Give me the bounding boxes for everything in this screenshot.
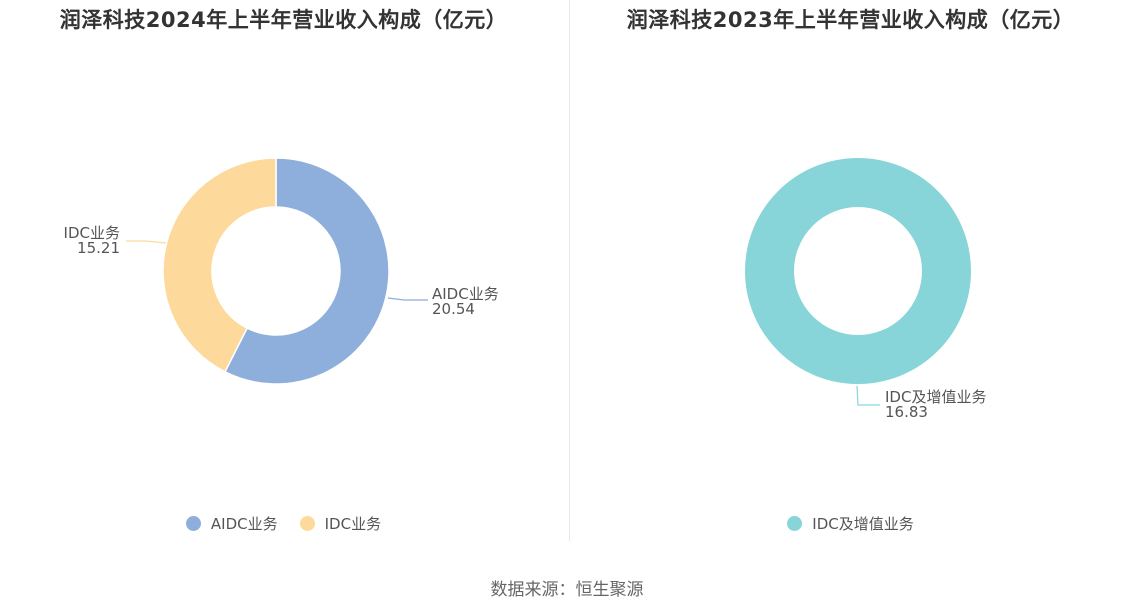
- legend-dot-icon: [787, 516, 803, 531]
- slice-value-label: 15.21: [77, 239, 120, 257]
- source-label: 数据来源：: [490, 580, 576, 600]
- pie-slice-1[interactable]: [745, 158, 971, 384]
- legend-dot-icon: [299, 516, 315, 531]
- legend-label: IDC业务: [324, 515, 382, 533]
- slice-value-label: 20.54: [432, 300, 475, 318]
- label-leader-line: [126, 240, 167, 244]
- legend-label: IDC及增值业务: [812, 515, 914, 533]
- chart-panel-2023: 润泽科技2023年上半年营业收入构成（亿元） IDC及增值业务 16.83 IDC…: [567, 0, 1134, 545]
- chart-legend: IDC及增值业务: [567, 513, 1134, 534]
- pie-slice-1[interactable]: [223, 157, 390, 385]
- label-leader-line: [856, 385, 880, 406]
- chart-title: 润泽科技2023年上半年营业收入构成（亿元）: [626, 8, 1075, 32]
- slice-category-label: IDC业务: [64, 224, 120, 242]
- slice-category-label: IDC及增值业务: [885, 388, 986, 406]
- legend-dot-icon: [185, 516, 201, 531]
- slice-category-label: AIDC业务: [432, 285, 499, 303]
- panel-divider: [569, 0, 570, 541]
- legend-item-idc-value-added[interactable]: IDC及增值业务: [787, 513, 914, 534]
- source-value: 恒生聚源: [575, 580, 644, 600]
- label-leader-line: [387, 297, 428, 301]
- legend-item-aidc[interactable]: AIDC业务: [185, 513, 278, 534]
- chart-legend: AIDC业务 IDC业务: [0, 513, 567, 534]
- slice-value-label: 16.83: [885, 403, 928, 421]
- chart-panel-2024: 润泽科技2024年上半年营业收入构成（亿元） AIDC业务 20.54 IDC业务 1…: [0, 0, 567, 545]
- data-source: 数据来源：恒生聚源: [0, 575, 1134, 600]
- legend-label: AIDC业务: [210, 515, 278, 533]
- legend-item-idc[interactable]: IDC业务: [299, 513, 382, 534]
- chart-title: 润泽科技2024年上半年营业收入构成（亿元）: [59, 8, 508, 32]
- pie-slice-2[interactable]: [162, 157, 277, 373]
